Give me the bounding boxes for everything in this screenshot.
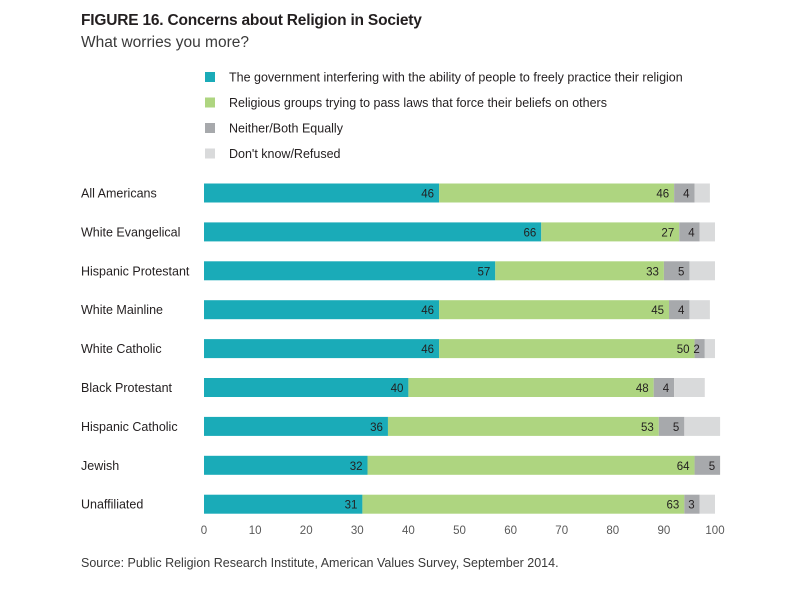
bar-segment (439, 300, 670, 320)
bar-segment (204, 339, 440, 359)
bar-segment (684, 494, 700, 514)
data-label: 5 (678, 266, 684, 278)
data-label: 45 (651, 305, 664, 317)
bar-segment (204, 261, 496, 281)
bar-segment (204, 300, 440, 320)
data-label: 4 (678, 305, 685, 317)
legend-label: Don't know/Refused (229, 147, 341, 161)
legend-label: Neither/Both Equally (229, 122, 344, 136)
bar-segment (362, 494, 685, 514)
bar-segment (663, 261, 690, 281)
bar-segment (541, 222, 680, 242)
data-label: 5 (673, 422, 679, 434)
bar-segment (204, 416, 388, 436)
data-label: 2 (693, 344, 699, 356)
bar-segment (694, 339, 705, 359)
category-label: White Catholic (81, 342, 162, 356)
category-label: White Evangelical (81, 225, 180, 239)
bar-segment (367, 455, 695, 475)
bar-segment (679, 222, 700, 242)
data-label: 46 (421, 189, 434, 201)
bar-segment (653, 378, 675, 397)
data-label: 46 (421, 344, 434, 356)
data-label: 3 (688, 500, 694, 512)
bar-segment (439, 183, 675, 203)
x-tick-label: 90 (658, 525, 671, 537)
x-tick-label: 30 (351, 525, 364, 537)
legend-swatch (205, 72, 215, 82)
category-label: Black Protestant (81, 381, 173, 395)
x-tick-label: 80 (606, 525, 619, 537)
data-label: 32 (350, 461, 363, 473)
bar-segment (704, 339, 715, 359)
bar-segment (674, 378, 705, 397)
data-label: 40 (391, 383, 404, 395)
data-label: 53 (641, 422, 654, 434)
data-label: 27 (661, 227, 674, 239)
x-tick-label: 40 (402, 525, 415, 537)
bar-segment (408, 378, 654, 397)
bar-segment (439, 339, 695, 359)
legend-label: The government interfering with the abil… (229, 71, 683, 85)
legend-label: Religious groups trying to pass laws tha… (229, 96, 607, 110)
x-tick-label: 60 (504, 525, 517, 537)
chart-title: FIGURE 16. Concerns about Religion in So… (81, 12, 422, 29)
legend-swatch (205, 97, 215, 108)
data-label: 4 (663, 383, 670, 395)
x-tick-label: 0 (201, 525, 207, 537)
category-label: Hispanic Catholic (81, 420, 178, 434)
data-label: 4 (688, 227, 695, 239)
chart-subtitle: What worries you more? (81, 34, 249, 51)
x-tick-label: 70 (555, 525, 568, 537)
bar-segment (204, 222, 542, 242)
legend-swatch (205, 148, 215, 159)
data-label: 4 (683, 189, 690, 201)
source-note: Source: Public Religion Research Institu… (81, 556, 559, 570)
x-tick-label: 100 (705, 525, 724, 537)
bar-segment (204, 455, 368, 475)
data-label: 57 (477, 266, 490, 278)
data-label: 36 (370, 422, 383, 434)
x-tick-label: 50 (453, 525, 466, 537)
bar-segment (699, 494, 715, 514)
bar-segment (669, 300, 690, 320)
data-label: 63 (667, 500, 680, 512)
data-label: 33 (646, 266, 659, 278)
legend-swatch (205, 123, 215, 133)
data-label: 66 (523, 227, 536, 239)
category-label: All Americans (81, 187, 157, 201)
data-label: 46 (421, 305, 434, 317)
data-label: 31 (345, 500, 358, 512)
bar-segment (495, 261, 664, 281)
category-label: Jewish (81, 459, 119, 473)
bar-segment (689, 300, 710, 320)
data-label: 5 (709, 461, 715, 473)
data-label: 50 (677, 344, 690, 356)
bar-segment (689, 261, 715, 281)
bar-segment (699, 222, 715, 242)
category-label: Unaffiliated (81, 498, 143, 512)
bar-segment (658, 416, 685, 436)
bar-segment (684, 416, 721, 436)
x-tick-label: 20 (300, 525, 313, 537)
bar-segment (694, 183, 710, 203)
category-label: Hispanic Protestant (81, 264, 190, 278)
bar-segment (694, 455, 721, 475)
x-tick-label: 10 (249, 525, 262, 537)
category-label: White Mainline (81, 303, 163, 317)
bar-segment (387, 416, 659, 436)
data-label: 64 (677, 461, 690, 473)
bar-segment (204, 183, 440, 203)
bar-segment (204, 378, 409, 397)
bar-segment (204, 494, 363, 514)
bar-segment (674, 183, 695, 203)
data-label: 48 (636, 383, 649, 395)
data-label: 46 (656, 189, 669, 201)
